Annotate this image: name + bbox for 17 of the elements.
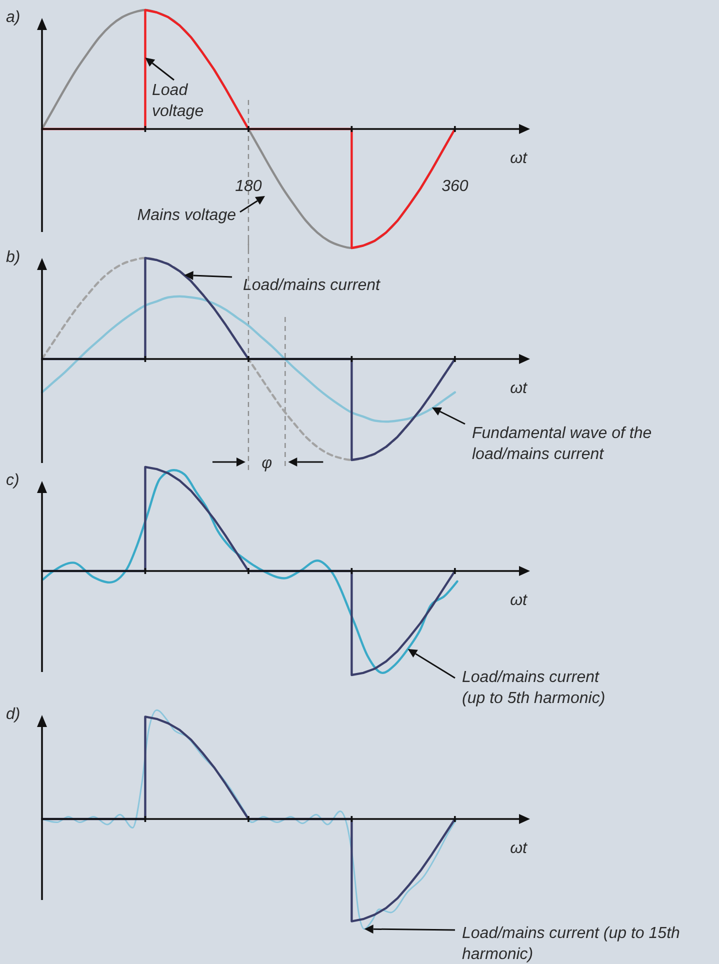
x-axis-title: ωt xyxy=(510,840,528,857)
x-tick-label: 180 xyxy=(235,178,262,195)
x-axis-title: ωt xyxy=(510,592,528,609)
chart-title: c) xyxy=(6,472,20,489)
x-axis-title: ωt xyxy=(510,380,528,397)
annotation: φ xyxy=(262,455,272,472)
annotation: Fundamental wave of the load/mains current xyxy=(472,425,652,463)
x-axis-title: ωt xyxy=(510,150,528,167)
annotation: Load/mains current (up to 5th harmonic) xyxy=(462,669,606,707)
annotation: Load voltage xyxy=(152,82,204,120)
x-tick-label: 360 xyxy=(442,178,468,195)
chart-title: d) xyxy=(6,706,20,723)
annotation: Mains voltage xyxy=(137,207,236,224)
annotation: Load/mains current xyxy=(243,277,381,294)
annotation: Load/mains current (up to 15th harmonic) xyxy=(462,925,680,963)
chart-title: b) xyxy=(6,249,20,266)
chart-title: a) xyxy=(6,9,20,26)
